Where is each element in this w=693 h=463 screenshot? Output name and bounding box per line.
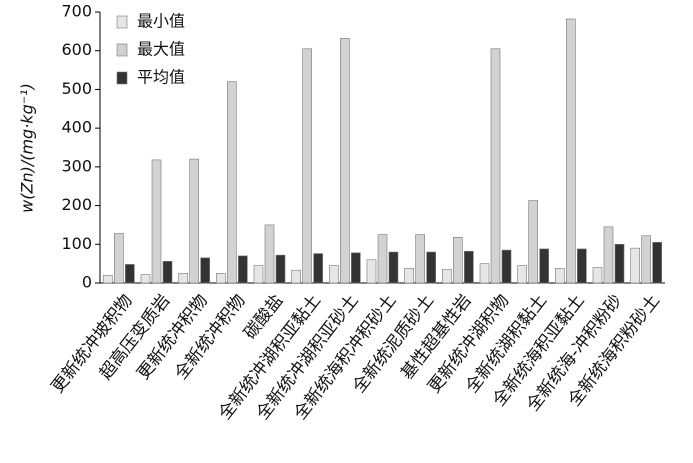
y-tick-label: 200 xyxy=(61,195,92,214)
y-tick-label: 400 xyxy=(61,118,92,137)
bar xyxy=(517,265,527,284)
bar xyxy=(253,265,264,284)
bar xyxy=(238,255,248,284)
bar xyxy=(140,274,151,284)
bar xyxy=(453,237,463,284)
y-tick-label: 500 xyxy=(61,79,92,98)
bar xyxy=(464,250,474,284)
bar xyxy=(340,38,350,284)
legend-swatch xyxy=(116,43,128,57)
bar xyxy=(490,48,501,284)
bar xyxy=(641,235,651,284)
bar xyxy=(539,248,549,284)
bar xyxy=(162,261,173,284)
bar xyxy=(479,263,490,284)
bar xyxy=(351,252,361,284)
bar xyxy=(501,249,512,284)
bar xyxy=(555,267,565,284)
bar xyxy=(614,243,625,284)
bar xyxy=(426,251,436,284)
bar xyxy=(264,224,275,284)
bar xyxy=(103,274,113,284)
bar xyxy=(200,257,210,284)
legend-label: 最小值 xyxy=(137,12,185,31)
y-tick-label: 300 xyxy=(61,156,92,175)
bar xyxy=(329,265,339,284)
bar xyxy=(125,264,135,284)
y-tick-label: 700 xyxy=(61,2,92,21)
y-tick-label: 100 xyxy=(61,234,92,253)
legend-label: 平均值 xyxy=(137,68,185,87)
y-tick-label: 0 xyxy=(82,273,92,292)
bar xyxy=(151,159,162,284)
y-tick-label: 600 xyxy=(61,40,92,59)
bar xyxy=(114,233,124,284)
bar xyxy=(388,251,399,284)
bar xyxy=(377,234,388,284)
bar xyxy=(302,48,312,284)
bar xyxy=(592,267,603,284)
bar xyxy=(178,273,188,284)
bar xyxy=(442,269,452,284)
bar xyxy=(652,242,662,284)
legend-swatch xyxy=(116,15,128,29)
legend-label: 最大值 xyxy=(137,40,185,59)
bar xyxy=(313,253,323,284)
bar xyxy=(216,273,226,284)
legend-swatch xyxy=(116,71,128,85)
y-axis-label: w(Zn)/(mg·kg⁻¹) xyxy=(18,83,37,213)
bar xyxy=(227,81,237,284)
bar xyxy=(577,248,587,284)
bar xyxy=(603,226,614,284)
bar xyxy=(291,269,301,284)
bar xyxy=(404,267,414,284)
bar xyxy=(528,200,538,284)
bar xyxy=(189,158,199,284)
bar xyxy=(630,247,640,284)
bar xyxy=(275,254,286,284)
bar xyxy=(366,259,377,284)
bar xyxy=(415,234,425,284)
bar xyxy=(566,18,576,284)
